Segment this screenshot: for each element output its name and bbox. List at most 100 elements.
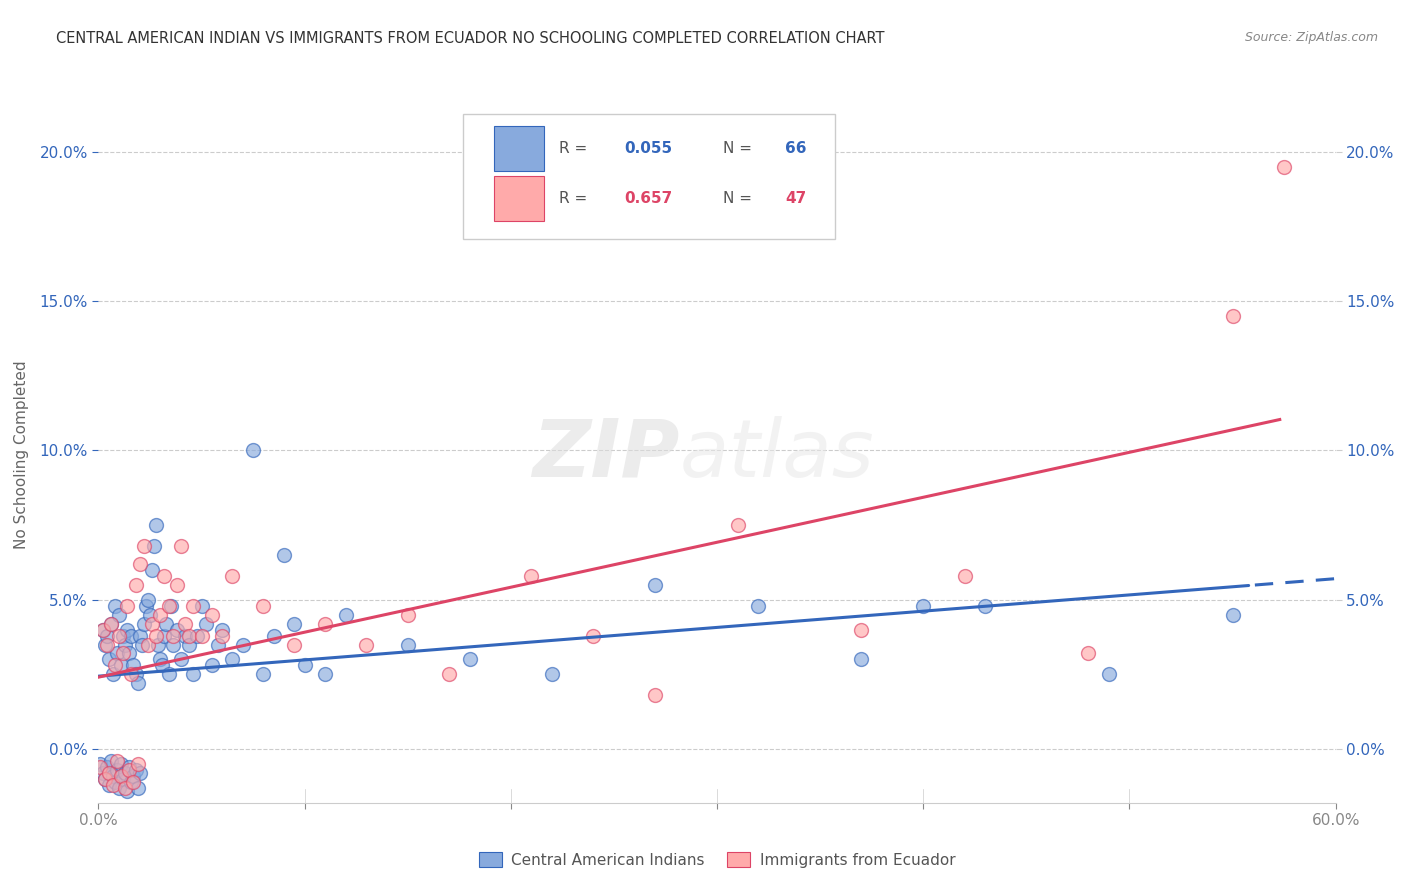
- Point: [520, 569, 543, 583]
- Point: [232, 638, 254, 652]
- Point: [89, 760, 111, 774]
- Point: [166, 578, 188, 592]
- Point: [96, 629, 118, 643]
- Text: N =: N =: [723, 191, 756, 206]
- Point: [153, 629, 176, 643]
- Point: [93, 772, 115, 786]
- Point: [105, 763, 128, 777]
- Point: [105, 647, 128, 661]
- Point: [211, 629, 233, 643]
- Point: [122, 658, 145, 673]
- Point: [101, 769, 124, 783]
- Point: [153, 569, 176, 583]
- Point: [108, 607, 131, 622]
- Point: [127, 780, 149, 795]
- Point: [131, 638, 153, 652]
- Point: [912, 599, 935, 613]
- Point: [356, 638, 378, 652]
- Point: [181, 599, 204, 613]
- Point: [97, 652, 120, 666]
- Point: [112, 647, 135, 661]
- Point: [194, 616, 217, 631]
- Point: [170, 652, 193, 666]
- Point: [157, 667, 180, 681]
- Point: [190, 599, 212, 613]
- FancyBboxPatch shape: [464, 114, 835, 239]
- Point: [122, 775, 145, 789]
- Point: [91, 623, 114, 637]
- Point: [141, 616, 163, 631]
- Point: [207, 638, 229, 652]
- Point: [97, 766, 120, 780]
- Point: [396, 607, 419, 622]
- Point: [159, 599, 181, 613]
- Point: [124, 763, 146, 777]
- Text: 66: 66: [785, 141, 807, 156]
- Point: [458, 652, 481, 666]
- Point: [110, 658, 132, 673]
- Text: 0.657: 0.657: [624, 191, 672, 206]
- Point: [112, 629, 135, 643]
- Point: [91, 766, 114, 780]
- Point: [150, 658, 173, 673]
- Point: [100, 616, 122, 631]
- Point: [314, 616, 336, 631]
- Point: [263, 629, 285, 643]
- Point: [273, 548, 295, 562]
- Point: [132, 539, 155, 553]
- Point: [120, 629, 142, 643]
- Point: [974, 599, 997, 613]
- Point: [170, 539, 193, 553]
- Point: [136, 592, 159, 607]
- Point: [118, 760, 141, 774]
- Point: [644, 578, 666, 592]
- Point: [101, 667, 124, 681]
- Point: [149, 607, 172, 622]
- Point: [644, 688, 666, 702]
- Point: [117, 784, 139, 798]
- Point: [190, 629, 212, 643]
- Point: [162, 629, 184, 643]
- Point: [93, 772, 115, 786]
- Point: [117, 623, 139, 637]
- Point: [221, 569, 243, 583]
- Point: [114, 780, 136, 795]
- Point: [1222, 607, 1244, 622]
- Point: [179, 629, 201, 643]
- Point: [118, 647, 141, 661]
- Text: Source: ZipAtlas.com: Source: ZipAtlas.com: [1244, 31, 1378, 45]
- Point: [221, 652, 243, 666]
- Point: [181, 667, 204, 681]
- Y-axis label: No Schooling Completed: No Schooling Completed: [14, 360, 28, 549]
- Point: [201, 658, 224, 673]
- Text: atlas: atlas: [681, 416, 875, 494]
- Point: [851, 652, 873, 666]
- Point: [120, 667, 142, 681]
- Point: [166, 623, 188, 637]
- Point: [97, 778, 120, 792]
- Point: [136, 638, 159, 652]
- Point: [117, 599, 139, 613]
- Text: R =: R =: [558, 141, 592, 156]
- Point: [1077, 647, 1099, 661]
- Legend: Central American Indians, Immigrants from Ecuador: Central American Indians, Immigrants fro…: [471, 844, 963, 875]
- Point: [120, 775, 142, 789]
- Point: [252, 667, 274, 681]
- Point: [953, 569, 976, 583]
- Point: [100, 754, 122, 768]
- Point: [124, 667, 146, 681]
- Point: [93, 638, 115, 652]
- Point: [128, 557, 150, 571]
- Point: [104, 658, 127, 673]
- Point: [139, 607, 162, 622]
- Text: 0.055: 0.055: [624, 141, 672, 156]
- Point: [141, 563, 163, 577]
- Point: [132, 616, 155, 631]
- Point: [128, 629, 150, 643]
- Point: [541, 667, 564, 681]
- Point: [96, 760, 118, 774]
- Text: R =: R =: [558, 191, 592, 206]
- Point: [283, 638, 305, 652]
- Text: CENTRAL AMERICAN INDIAN VS IMMIGRANTS FROM ECUADOR NO SCHOOLING COMPLETED CORREL: CENTRAL AMERICAN INDIAN VS IMMIGRANTS FR…: [56, 31, 884, 46]
- Point: [1222, 309, 1244, 323]
